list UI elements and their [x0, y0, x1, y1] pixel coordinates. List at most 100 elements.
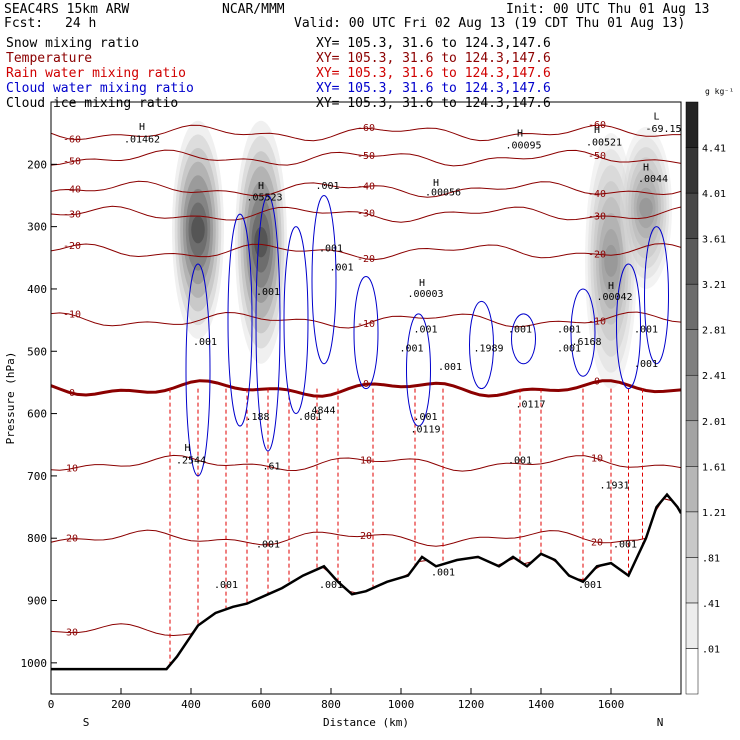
colorbar-label: 4.41	[702, 144, 726, 155]
y-tick-label: 600	[27, 408, 47, 421]
isotherm-label: -30	[357, 208, 375, 219]
snow-band	[235, 120, 287, 364]
isotherm-label: 10	[360, 455, 372, 466]
cloud-contour	[353, 275, 379, 390]
isotherm	[51, 149, 681, 167]
field-name: Temperature	[6, 51, 93, 66]
contour-annotation: .001	[193, 337, 217, 348]
contour-annotation: .1931	[599, 480, 629, 491]
contour-annotation: .6168	[571, 337, 601, 348]
contour-annotation: H	[594, 125, 600, 136]
isotherm	[51, 180, 681, 198]
x-tick-label: 200	[111, 698, 131, 711]
isotherm-label: -50	[588, 151, 606, 162]
snow-band	[243, 166, 279, 319]
snow-band	[172, 120, 224, 339]
contour-annotation: .001	[413, 325, 437, 336]
snow-band	[240, 151, 282, 334]
contour-annotation: .00056	[425, 187, 461, 198]
colorbar-label: .01	[702, 644, 720, 655]
contour-annotation: H	[608, 281, 614, 292]
forecast-label: Fcst:	[4, 16, 44, 31]
contour-annotation: .0119	[410, 424, 440, 435]
y-tick-label: 1000	[21, 657, 48, 670]
contour-annotation: H	[184, 443, 190, 454]
x-tick-label: 800	[321, 698, 341, 711]
y-tick-label: 800	[27, 532, 47, 545]
contour-annotation: .001	[613, 540, 637, 551]
colorbar-swatch	[685, 283, 699, 330]
cloud-contour	[311, 194, 337, 365]
init-time: Init: 00 UTC Thu 01 Aug 13	[506, 2, 710, 17]
x-axis-title: Distance (km)	[323, 716, 409, 729]
isotherm-label: -50	[63, 157, 81, 168]
isotherm-label: -40	[357, 181, 375, 192]
snow-band	[598, 213, 624, 309]
contour-annotation: H	[517, 128, 523, 139]
contour-annotation: .2544	[176, 455, 206, 466]
snow-band	[191, 216, 205, 244]
model-title: SEAC4RS 15km ARW	[4, 2, 130, 17]
contour-annotation: .001	[319, 244, 343, 255]
isotherm-label: 0	[363, 379, 369, 390]
isotherm-label: -60	[588, 120, 606, 131]
isotherm-label: 20	[360, 531, 372, 542]
isotherm-label: 20	[591, 537, 603, 548]
contour-annotation: .00095	[505, 141, 541, 152]
y-tick-label: 900	[27, 595, 47, 608]
contour-annotation: .001	[508, 455, 532, 466]
contour-annotation: H	[433, 178, 439, 189]
field-name: Snow mixing ratio	[6, 36, 140, 51]
cloud-contour	[511, 313, 536, 365]
endpoint-left: S	[83, 716, 90, 729]
colorbar-label: .41	[702, 599, 720, 610]
terrain-line	[51, 492, 681, 671]
contour-annotation: .00521	[586, 138, 622, 149]
isotherm-label: -20	[357, 254, 375, 265]
isotherm-label: 30	[66, 628, 78, 639]
isotherm-label: 10	[66, 464, 78, 475]
y-tick-label: 500	[27, 345, 47, 358]
colorbar-swatch	[685, 238, 699, 285]
colorbar-swatch	[685, 511, 699, 558]
y-tick-label: 200	[27, 158, 47, 171]
cloud-contour	[469, 300, 494, 390]
snow-band	[174, 134, 222, 326]
contour-annotation: .001	[634, 325, 658, 336]
isotherm-label: -30	[588, 211, 606, 222]
isotherm	[51, 311, 681, 329]
cloud-contour	[406, 313, 431, 427]
snow-band	[587, 149, 635, 373]
snow-band	[246, 181, 276, 303]
cloud-contour	[185, 263, 211, 477]
snow-band	[180, 161, 216, 298]
colorbar-label: .81	[702, 553, 720, 564]
colorbar-label: 2.81	[702, 326, 726, 337]
contour-annotation: .001	[256, 540, 280, 551]
colorbar-swatch	[685, 557, 699, 604]
isotherm-label: -50	[357, 151, 375, 162]
field-xy: XY= 105.3, 31.6 to 124.3,147.6	[316, 66, 551, 81]
snow-band	[620, 126, 672, 289]
snow-band	[237, 135, 285, 349]
snow-core	[172, 120, 224, 339]
isotherm	[51, 454, 681, 472]
isotherm-label: -10	[588, 316, 606, 327]
snow-band	[185, 188, 211, 271]
contour-annotation: L	[653, 111, 659, 122]
isotherm	[51, 243, 681, 261]
plot-frame	[50, 101, 682, 695]
contour-annotation: .001	[508, 325, 532, 336]
contour-annotation: .001	[256, 287, 280, 298]
contour-annotation: H	[258, 181, 264, 192]
endpoint-right: N	[657, 716, 664, 729]
cloud-contour	[570, 288, 596, 377]
isotherm	[51, 379, 681, 398]
y-tick-label: 400	[27, 283, 47, 296]
isotherm-label: 10	[591, 454, 603, 465]
contour-annotation: .001	[431, 568, 455, 579]
contour-annotation: H	[139, 122, 145, 133]
contour-annotation: .00003	[407, 289, 443, 300]
isotherm-label: 0	[69, 388, 75, 399]
